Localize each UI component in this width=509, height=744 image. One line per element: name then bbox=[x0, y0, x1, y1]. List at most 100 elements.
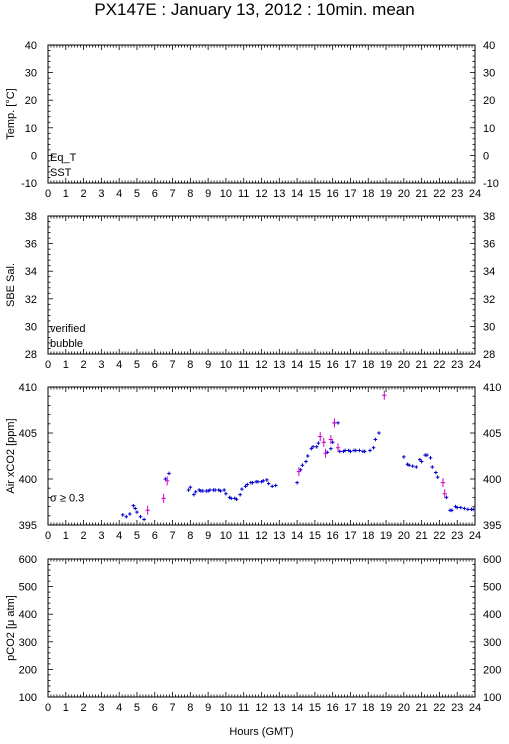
sal-x-tick-label: 12 bbox=[255, 359, 267, 371]
data-point-verified bbox=[414, 465, 419, 469]
sal-x-tick-label: 0 bbox=[45, 359, 51, 371]
temp-x-tick-label: 19 bbox=[380, 188, 392, 200]
sal-x-tick-label: 24 bbox=[469, 359, 481, 371]
temp-x-tick-label: 6 bbox=[152, 188, 158, 200]
sal-x-tick-label: 22 bbox=[433, 359, 445, 371]
xco2-x-tick-label: 3 bbox=[98, 530, 104, 542]
temp-y-tick-label: 0 bbox=[483, 150, 489, 162]
data-point-verified bbox=[455, 505, 460, 510]
xco2-x-tick-label: 21 bbox=[416, 530, 428, 542]
sal-y-tick-label: 30 bbox=[483, 321, 495, 333]
data-point-verified bbox=[208, 488, 212, 492]
data-point-verified bbox=[186, 488, 191, 492]
pco2-x-tick-label: 24 bbox=[469, 702, 481, 714]
xco2-x-tick-label: 23 bbox=[451, 530, 463, 542]
pco2-x-tick-label: 19 bbox=[380, 702, 392, 714]
sal-x-tick-label: 5 bbox=[134, 359, 140, 371]
data-point-verified bbox=[373, 437, 378, 442]
data-point-verified bbox=[368, 448, 372, 453]
pco2-y-tick-label: 400 bbox=[19, 609, 37, 621]
pco2-y-axis-title: pCO2 [μ atm] bbox=[5, 595, 17, 661]
temp-x-tick-label: 14 bbox=[291, 188, 303, 200]
data-point-flagged bbox=[145, 505, 150, 515]
sal-x-tick-label: 18 bbox=[362, 359, 374, 371]
temp-y-tick-label: 10 bbox=[25, 123, 37, 135]
data-point-verified bbox=[309, 446, 314, 451]
pco2-y-tick-label: 300 bbox=[19, 637, 37, 649]
data-point-verified bbox=[300, 463, 305, 467]
pco2-x-tick-label: 13 bbox=[273, 702, 285, 714]
chart-panels: 0 1 2 3 4 5 6 7 8 9 10 11 12 13 14 15 16 17 18 19 20 21 22 23 24… bbox=[5, 40, 501, 714]
data-point-verified bbox=[213, 488, 218, 492]
sal-x-tick-label: 15 bbox=[309, 359, 321, 371]
xco2-x-tick-label: 15 bbox=[309, 530, 321, 542]
data-point-verified bbox=[428, 456, 433, 460]
data-point-verified bbox=[250, 480, 255, 485]
data-point-flagged bbox=[321, 437, 326, 447]
temp-x-tick-label: 4 bbox=[116, 188, 122, 200]
data-point-verified bbox=[402, 455, 406, 459]
xco2-panel: 0 1 2 3 4 5 6 7 8 9 10 11 12 13 14 15 16 17 18 19 20 21 22 23 24… bbox=[5, 382, 501, 542]
pco2-y-tick-label: 600 bbox=[483, 554, 501, 566]
xco2-x-tick-label: 6 bbox=[152, 530, 158, 542]
sal-x-tick-label: 1 bbox=[63, 359, 69, 371]
pco2-x-tick-label: 21 bbox=[416, 702, 428, 714]
pco2-x-tick-label: 2 bbox=[81, 702, 87, 714]
xco2-x-tick-label: 20 bbox=[398, 530, 410, 542]
sal-x-tick-label: 2 bbox=[81, 359, 87, 371]
data-point-verified bbox=[444, 495, 449, 500]
pco2-x-tick-label: 18 bbox=[362, 702, 374, 714]
temp-y-tick-label: -10 bbox=[483, 178, 499, 190]
data-point-verified bbox=[243, 484, 248, 489]
pco2-x-tick-label: 17 bbox=[344, 702, 356, 714]
temp-x-tick-label: 8 bbox=[187, 188, 193, 200]
pco2-y-tick-label: 300 bbox=[483, 637, 501, 649]
data-point-flagged bbox=[296, 467, 302, 477]
sal-legend-entry: bubble bbox=[50, 338, 83, 350]
sal-x-tick-label: 3 bbox=[98, 359, 104, 371]
data-point-verified bbox=[120, 513, 125, 517]
pco2-x-tick-label: 14 bbox=[291, 702, 303, 714]
pco2-y-tick-label: 200 bbox=[483, 664, 501, 676]
data-point-verified bbox=[193, 490, 198, 494]
data-point-verified bbox=[245, 482, 250, 487]
temp-x-tick-label: 1 bbox=[63, 188, 69, 200]
xco2-y-tick-label: 405 bbox=[19, 428, 37, 440]
pco2-x-tick-label: 10 bbox=[220, 702, 232, 714]
data-point-verified bbox=[224, 491, 228, 496]
pco2-x-tick-label: 5 bbox=[134, 702, 140, 714]
data-point-verified bbox=[124, 514, 129, 519]
data-point-verified bbox=[138, 514, 143, 519]
pco2-x-tick-label: 23 bbox=[451, 702, 463, 714]
pco2-panel: 0 1 2 3 4 5 6 7 8 9 10 11 12 13 14 15 16 17 18 19 20 21 22 23 24… bbox=[5, 554, 501, 714]
temp-y-tick-label: 20 bbox=[483, 95, 495, 107]
data-point-verified bbox=[229, 496, 234, 501]
sal-x-tick-label: 7 bbox=[169, 359, 175, 371]
data-point-verified bbox=[314, 445, 319, 449]
data-point-verified bbox=[135, 510, 139, 514]
data-point-flagged bbox=[382, 390, 387, 400]
xco2-x-tick-label: 8 bbox=[187, 530, 193, 542]
pco2-y-tick-label: 600 bbox=[19, 554, 37, 566]
sal-x-tick-label: 23 bbox=[451, 359, 463, 371]
data-point-flagged bbox=[323, 448, 328, 458]
pco2-x-tick-label: 22 bbox=[433, 702, 445, 714]
xco2-x-tick-label: 14 bbox=[291, 530, 303, 542]
xco2-y-tick-label: 410 bbox=[483, 382, 501, 394]
sal-x-tick-label: 8 bbox=[187, 359, 193, 371]
data-point-verified bbox=[462, 506, 467, 511]
sal-y-tick-label: 36 bbox=[25, 239, 37, 251]
data-point-verified bbox=[142, 517, 146, 522]
sal-y-tick-label: 32 bbox=[25, 294, 37, 306]
data-point-verified bbox=[316, 441, 321, 445]
data-point-flagged bbox=[440, 478, 446, 488]
series-verified bbox=[120, 421, 476, 522]
xco2-x-tick-label: 12 bbox=[255, 530, 267, 542]
temp-y-axis-title: Temp. [°C] bbox=[5, 88, 17, 139]
data-point-verified bbox=[418, 457, 422, 462]
data-point-flagged bbox=[328, 434, 334, 444]
pco2-plot-frame bbox=[47, 558, 476, 698]
xco2-x-tick-label: 13 bbox=[273, 530, 285, 542]
sal-x-tick-label: 10 bbox=[220, 359, 232, 371]
temp-x-tick-label: 23 bbox=[451, 188, 463, 200]
